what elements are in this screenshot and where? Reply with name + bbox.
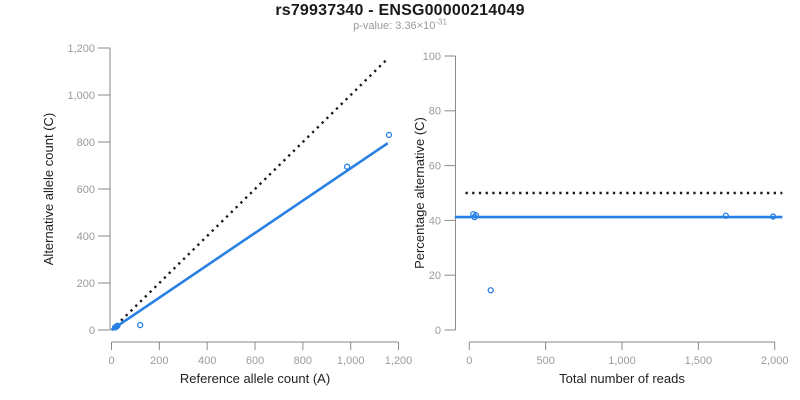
allele-counts-data-point — [114, 322, 121, 329]
allele-counts-y-tick-label: 0 — [89, 325, 95, 337]
percentage-alternative-y-tick-label: 20 — [429, 270, 441, 282]
allele-counts-y-tick-label: 600 — [77, 184, 95, 196]
allele-counts-x-tick-label: 600 — [246, 355, 264, 367]
allele-counts-data-point — [343, 163, 351, 170]
allele-counts-x-tick-label: 1,200 — [385, 355, 413, 367]
percentage-alternative-y-tick-label: 60 — [429, 160, 441, 172]
allele-counts-x-tick-label: 0 — [108, 355, 114, 367]
allele-counts-y-tick-label: 1,000 — [67, 90, 95, 102]
allele-counts-y-axis-title: Alternative allele count (C) — [41, 113, 56, 265]
percentage-alternative-y-tick-label: 80 — [429, 106, 441, 118]
allele-counts-y-tick-label: 200 — [77, 278, 95, 290]
percentage-alternative-x-tick-label: 2,000 — [761, 355, 789, 367]
allele-counts-x-tick-label: 200 — [150, 355, 168, 367]
allele-counts-y-tick-label: 1,200 — [67, 43, 95, 55]
percentage-alternative-data-point — [770, 213, 777, 220]
allele-counts-identity-line — [110, 58, 388, 331]
percentage-alternative-x-tick-label: 0 — [466, 355, 472, 367]
percentage-alternative-y-axis-title: Percentage alternative (C) — [412, 117, 427, 269]
percentage-alternative-y-tick-label: 100 — [423, 51, 441, 63]
allele-counts-x-tick-label: 800 — [294, 355, 312, 367]
pvalue-text: p-value: 3.36×10 — [353, 20, 436, 32]
percentage-alternative-x-tick-label: 1,000 — [608, 355, 636, 367]
allele-counts-data-point — [137, 321, 144, 329]
percentage-alternative-y-tick-label: 0 — [435, 325, 441, 337]
allele-counts-x-tick-label: 400 — [198, 355, 216, 367]
percentage-alternative-x-tick-label: 1,500 — [685, 355, 713, 367]
percentage-alternative-data-point — [472, 212, 480, 219]
allele-counts-x-axis-title: Reference allele count (A) — [180, 371, 330, 386]
figure-subtitle: p-value: 3.36×10-31 — [0, 17, 800, 32]
percentage-alternative-data-point — [722, 212, 729, 219]
percentage-alternative-data-point — [487, 287, 494, 294]
allele-counts-regression-line — [110, 142, 389, 332]
percentage-alternative-y-tick-label: 40 — [429, 215, 441, 227]
allele-counts-x-tick-label: 1,000 — [337, 355, 365, 367]
percentage-alternative-x-axis-title: Total number of reads — [559, 371, 685, 386]
allele-counts-y-tick-label: 800 — [77, 137, 95, 149]
percentage-alternative-x-tick-label: 500 — [536, 355, 554, 367]
allele-counts-y-tick-label: 400 — [77, 231, 95, 243]
pvalue-exponent: -31 — [435, 17, 447, 27]
figure-title: rs79937340 - ENSG00000214049 — [275, 2, 525, 19]
allele-counts-data-point — [385, 131, 393, 139]
